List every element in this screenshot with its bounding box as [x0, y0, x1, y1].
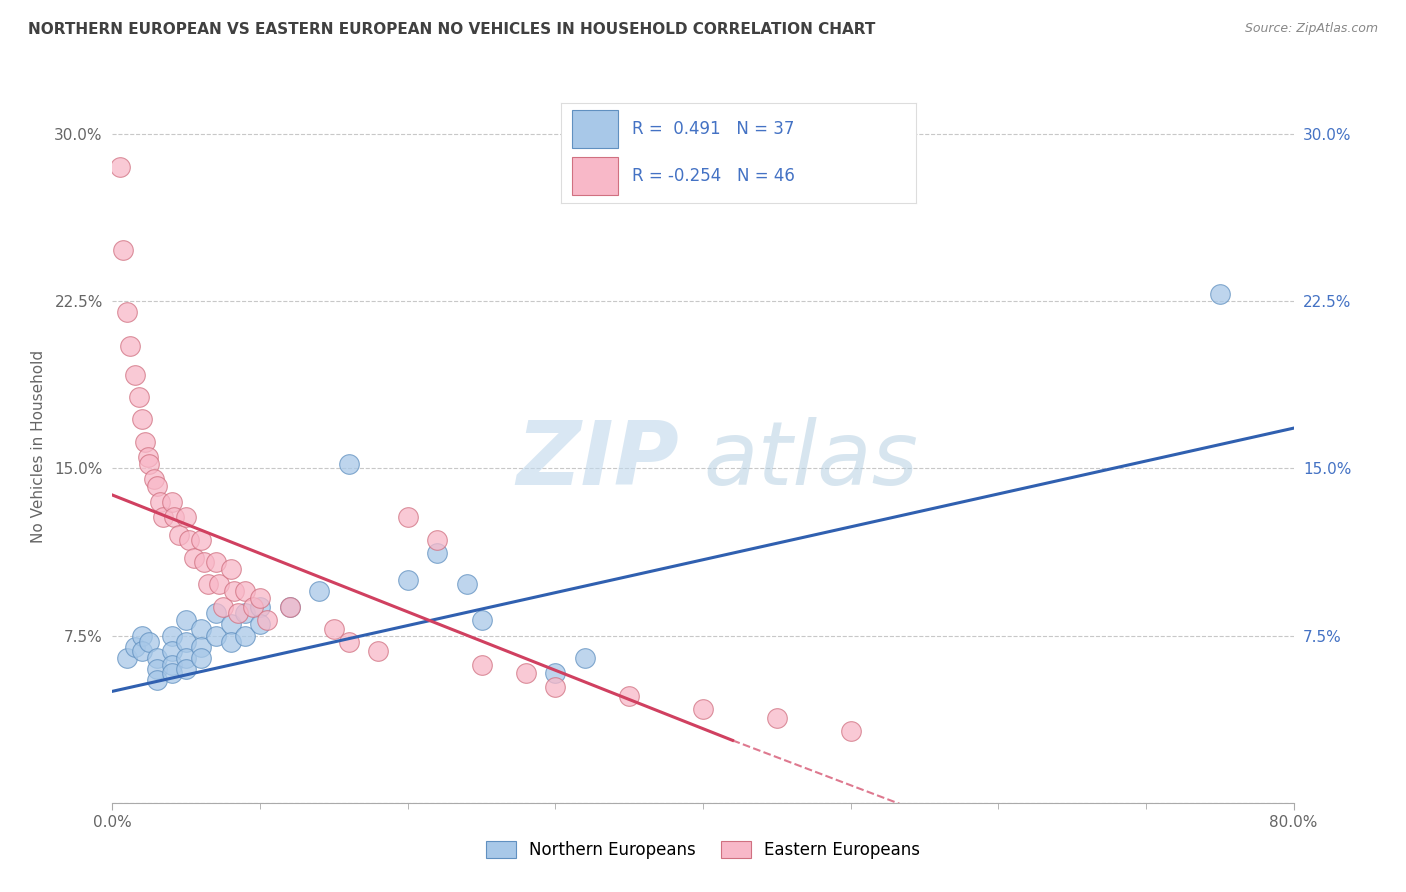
- Point: [212, 599, 235, 614]
- Point: [160, 494, 183, 508]
- Point: [1208, 287, 1232, 301]
- Point: [470, 657, 494, 672]
- Point: [124, 640, 146, 654]
- Point: [179, 533, 201, 547]
- Point: [323, 622, 346, 636]
- Point: [426, 546, 449, 560]
- Point: [128, 390, 150, 404]
- Point: [515, 666, 537, 681]
- Point: [249, 617, 271, 632]
- Point: [426, 533, 449, 547]
- Point: [219, 562, 242, 576]
- Point: [174, 635, 197, 649]
- Point: [456, 577, 478, 591]
- Point: [111, 243, 134, 257]
- Point: [117, 651, 138, 665]
- Point: [544, 666, 567, 681]
- Point: [174, 510, 197, 524]
- Point: [138, 635, 160, 649]
- Point: [152, 510, 174, 524]
- Point: [197, 577, 219, 591]
- Legend: Northern Europeans, Eastern Europeans: Northern Europeans, Eastern Europeans: [479, 834, 927, 866]
- Point: [190, 622, 212, 636]
- Point: [131, 628, 153, 642]
- Point: [160, 666, 183, 681]
- Point: [470, 613, 494, 627]
- Text: NORTHERN EUROPEAN VS EASTERN EUROPEAN NO VEHICLES IN HOUSEHOLD CORRELATION CHART: NORTHERN EUROPEAN VS EASTERN EUROPEAN NO…: [28, 22, 876, 37]
- Point: [138, 457, 160, 471]
- Point: [278, 599, 301, 614]
- Point: [108, 161, 131, 175]
- Point: [146, 662, 169, 676]
- Point: [396, 573, 419, 587]
- Point: [233, 583, 256, 598]
- Point: [160, 644, 183, 658]
- Point: [142, 473, 165, 487]
- Point: [124, 368, 146, 382]
- Point: [190, 533, 212, 547]
- Text: ZIP: ZIP: [516, 417, 679, 504]
- Point: [160, 657, 183, 672]
- Point: [278, 599, 301, 614]
- Point: [233, 607, 256, 621]
- Text: atlas: atlas: [703, 417, 918, 503]
- Point: [136, 450, 159, 465]
- Point: [544, 680, 567, 694]
- Point: [205, 607, 228, 621]
- Point: [222, 583, 245, 598]
- Point: [692, 702, 714, 716]
- Point: [131, 644, 153, 658]
- Point: [190, 640, 212, 654]
- Y-axis label: No Vehicles in Household: No Vehicles in Household: [31, 350, 46, 542]
- Point: [160, 628, 183, 642]
- Point: [396, 510, 419, 524]
- Point: [367, 644, 389, 658]
- Point: [242, 599, 264, 614]
- Point: [117, 305, 138, 319]
- Point: [205, 555, 228, 569]
- Point: [146, 673, 169, 687]
- Point: [766, 711, 789, 725]
- Point: [149, 494, 172, 508]
- Point: [134, 434, 156, 449]
- Point: [131, 412, 153, 426]
- Point: [219, 635, 242, 649]
- Point: [308, 583, 330, 598]
- Point: [174, 651, 197, 665]
- Text: Source: ZipAtlas.com: Source: ZipAtlas.com: [1244, 22, 1378, 36]
- Point: [163, 510, 186, 524]
- Point: [183, 550, 205, 565]
- Point: [120, 338, 142, 352]
- Point: [249, 591, 271, 605]
- Point: [249, 599, 271, 614]
- Point: [574, 651, 596, 665]
- Point: [167, 528, 190, 542]
- Point: [190, 651, 212, 665]
- Point: [193, 555, 215, 569]
- Point: [174, 613, 197, 627]
- Point: [174, 662, 197, 676]
- Point: [205, 628, 228, 642]
- Point: [146, 651, 169, 665]
- Point: [226, 607, 249, 621]
- Point: [337, 457, 360, 471]
- Point: [219, 617, 242, 632]
- Point: [233, 628, 256, 642]
- Point: [337, 635, 360, 649]
- Point: [256, 613, 278, 627]
- Point: [619, 689, 641, 703]
- Point: [208, 577, 231, 591]
- Point: [839, 724, 862, 739]
- Point: [146, 479, 169, 493]
